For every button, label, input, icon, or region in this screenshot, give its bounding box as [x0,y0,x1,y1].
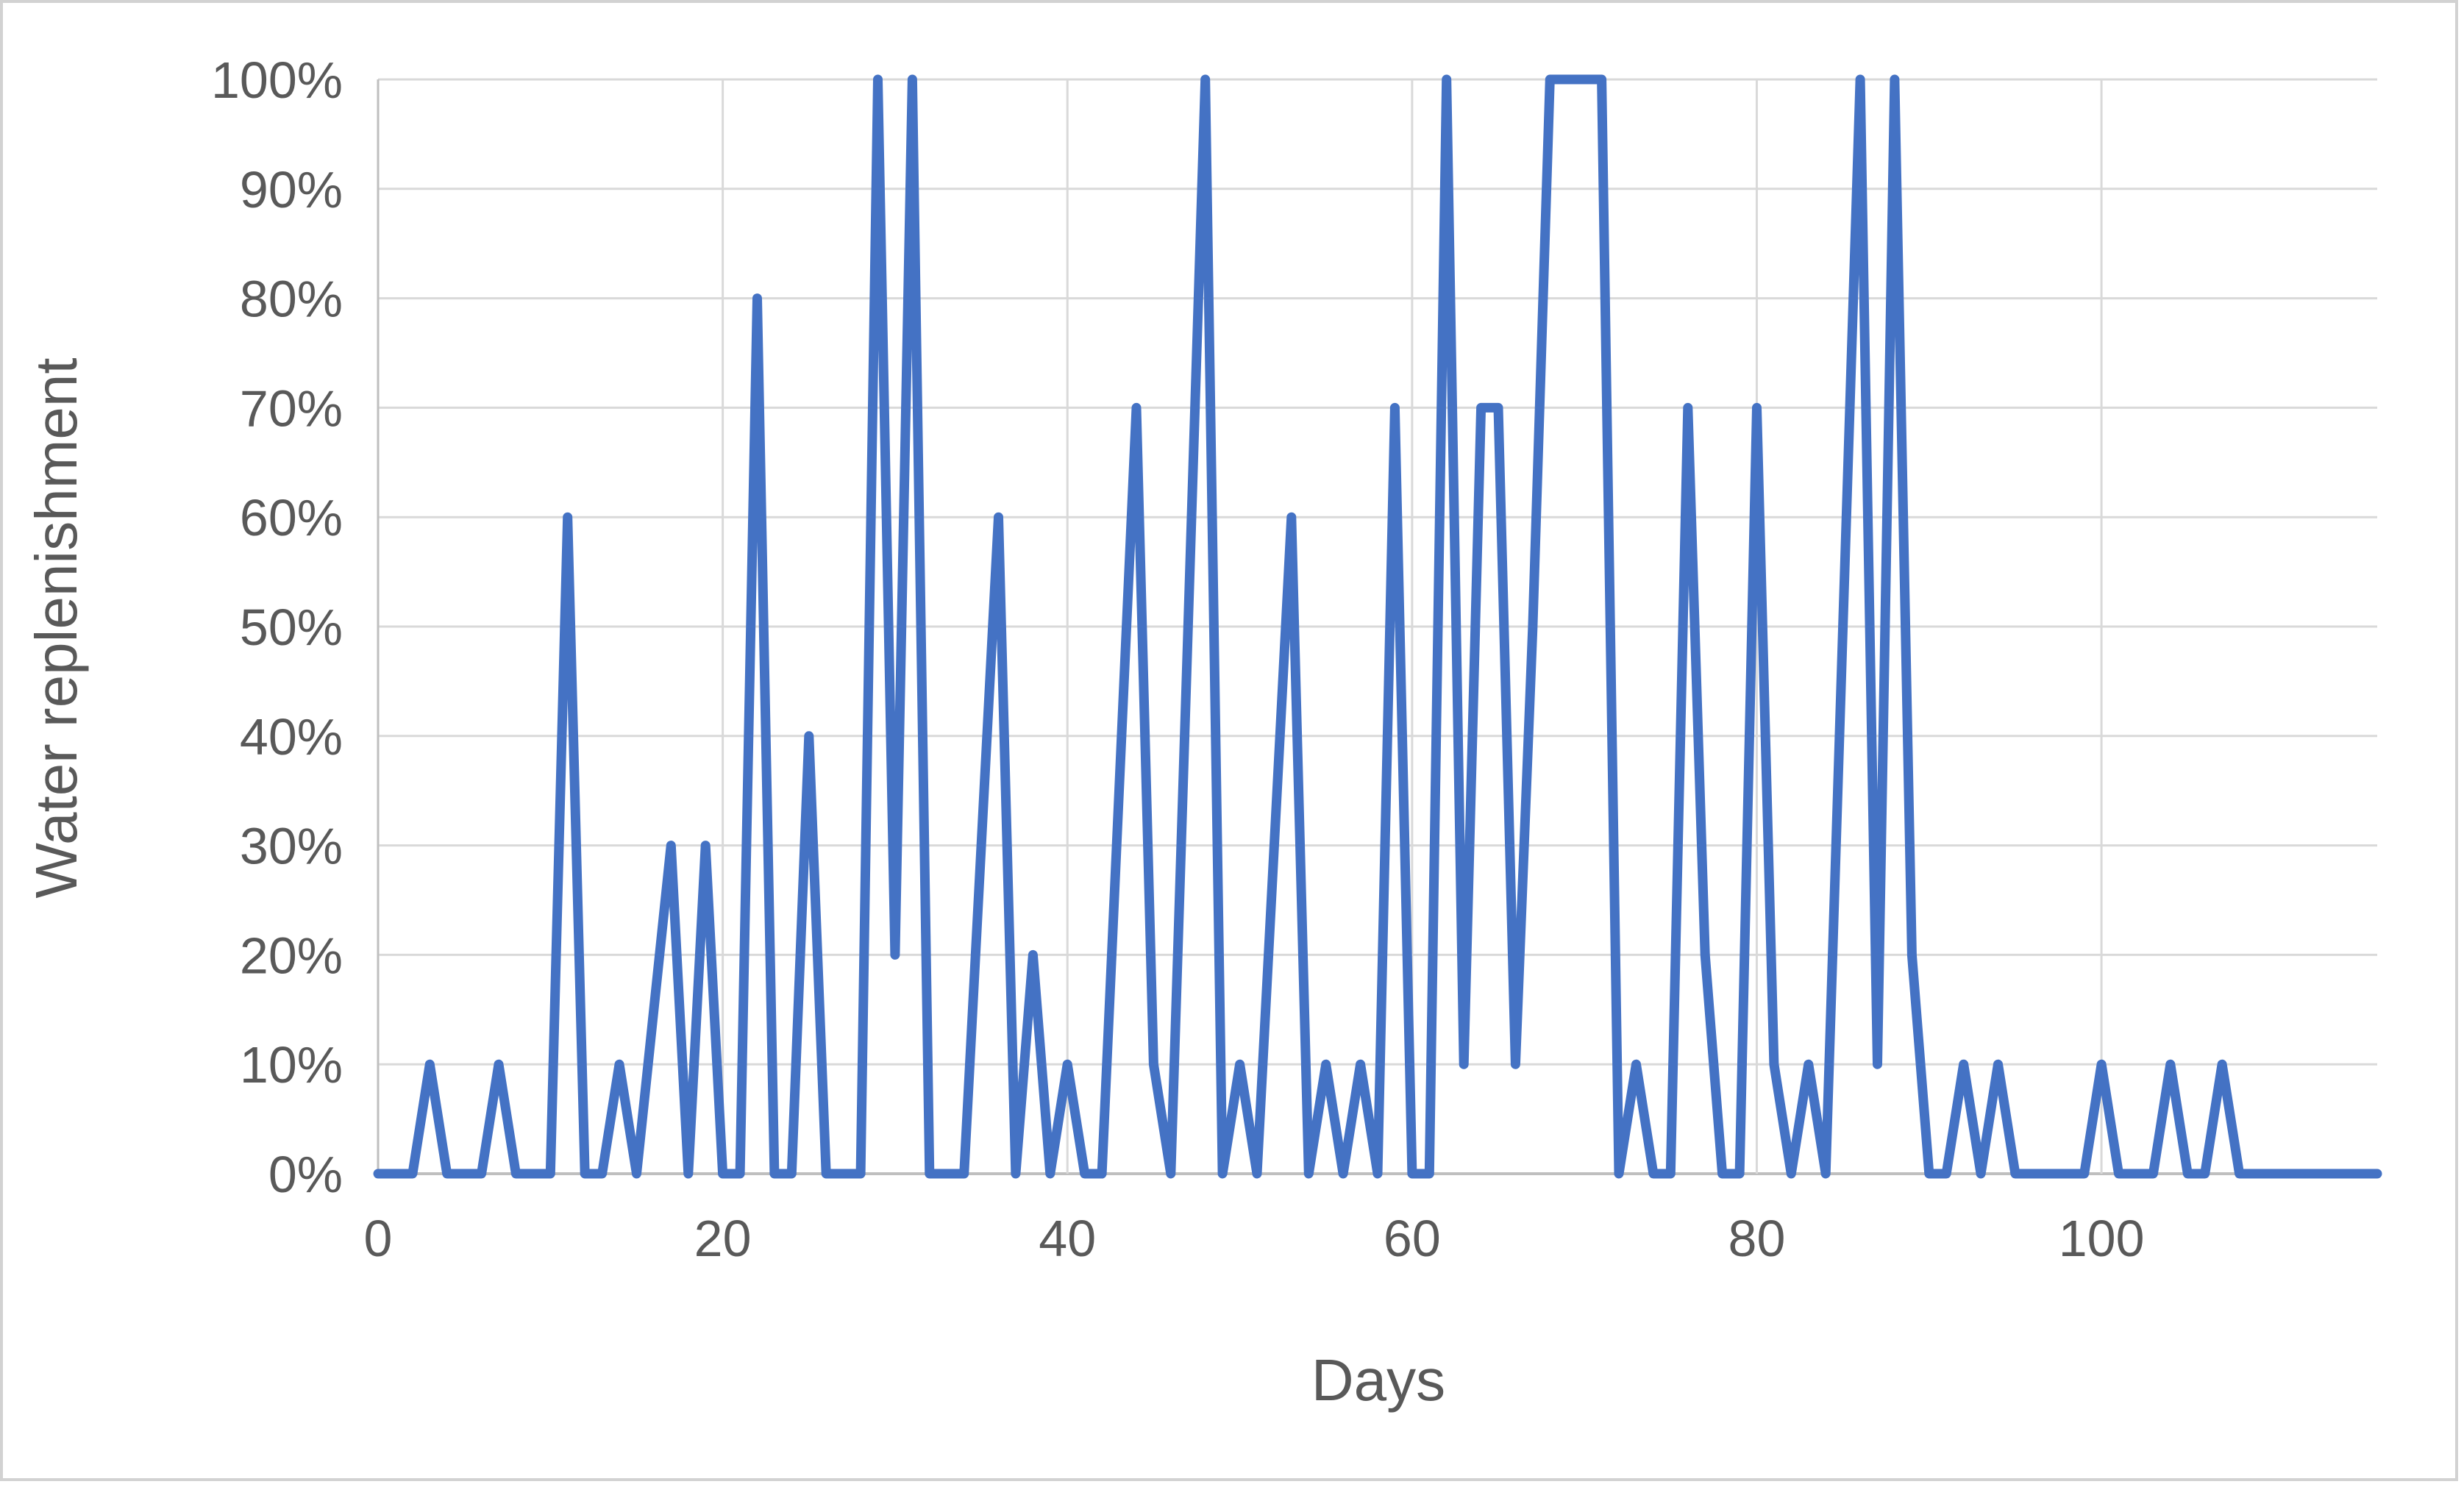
x-tick-label-40: 40 [1039,1210,1096,1267]
y-axis-tick-labels: 100% 90% 80% 70% 60% 50% 40% 30% 20% 10% 0% [211,51,343,1203]
x-tick-label-20: 20 [694,1210,752,1267]
x-tick-label-80: 80 [1728,1210,1786,1267]
x-axis-title: Days [1311,1347,1445,1413]
x-tick-label-100: 100 [2059,1210,2145,1267]
y-tick-label-80: 80% [240,271,343,328]
y-tick-label-40: 40% [240,708,343,766]
x-tick-label-60: 60 [1384,1210,1441,1267]
y-tick-label-70: 70% [240,379,343,437]
water-replenishment-series [373,74,2382,1179]
y-tick-label-50: 50% [240,599,343,656]
y-axis-title: Water replenishment [24,357,89,898]
x-axis-tick-labels: 0 20 40 60 80 100 [364,1210,2145,1267]
gridlines [377,78,2377,1175]
y-tick-label-30: 30% [240,818,343,875]
y-tick-label-20: 20% [240,927,343,984]
y-tick-label-100: 100% [211,51,343,109]
line-chart: 100% 90% 80% 70% 60% 50% 40% 30% 20% 10% 0% 0 20 40 6… [24,51,2382,1413]
water-replenishment-line [373,74,2382,1179]
x-tick-label-0: 0 [364,1210,393,1267]
y-tick-label-10: 10% [240,1036,343,1094]
y-tick-label-90: 90% [240,161,343,218]
y-tick-label-60: 60% [240,489,343,546]
y-tick-label-0: 0% [268,1146,343,1203]
